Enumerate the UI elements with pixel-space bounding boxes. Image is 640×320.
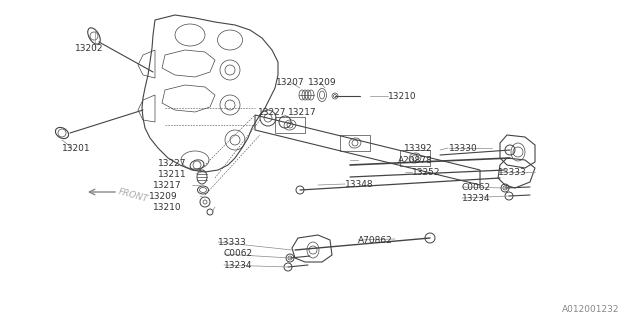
Text: 13210: 13210 <box>153 203 182 212</box>
Text: 13330: 13330 <box>449 143 477 153</box>
Text: 13217: 13217 <box>153 180 182 189</box>
Text: 13227: 13227 <box>158 158 186 167</box>
Text: 13333: 13333 <box>218 237 247 246</box>
Text: 13234: 13234 <box>462 194 490 203</box>
Text: 13209: 13209 <box>308 77 337 86</box>
Text: 13210: 13210 <box>388 92 417 100</box>
Text: 13217: 13217 <box>288 108 317 116</box>
Text: A20878: A20878 <box>398 156 433 164</box>
Text: 13234: 13234 <box>224 260 253 269</box>
Text: 13209: 13209 <box>149 191 178 201</box>
Text: 13333: 13333 <box>498 167 527 177</box>
Text: A70862: A70862 <box>358 236 393 244</box>
Text: 13227: 13227 <box>258 108 287 116</box>
Text: 13211: 13211 <box>158 170 187 179</box>
Text: A012001232: A012001232 <box>562 306 620 315</box>
Text: 13392: 13392 <box>404 143 433 153</box>
Text: 13202: 13202 <box>75 44 104 52</box>
Text: C0062: C0062 <box>462 182 491 191</box>
Text: 13207: 13207 <box>276 77 305 86</box>
Text: 13348: 13348 <box>345 180 374 188</box>
Text: C0062: C0062 <box>224 250 253 259</box>
Text: 13201: 13201 <box>62 143 91 153</box>
Text: 13252: 13252 <box>412 167 440 177</box>
Text: FRONT: FRONT <box>117 188 149 204</box>
